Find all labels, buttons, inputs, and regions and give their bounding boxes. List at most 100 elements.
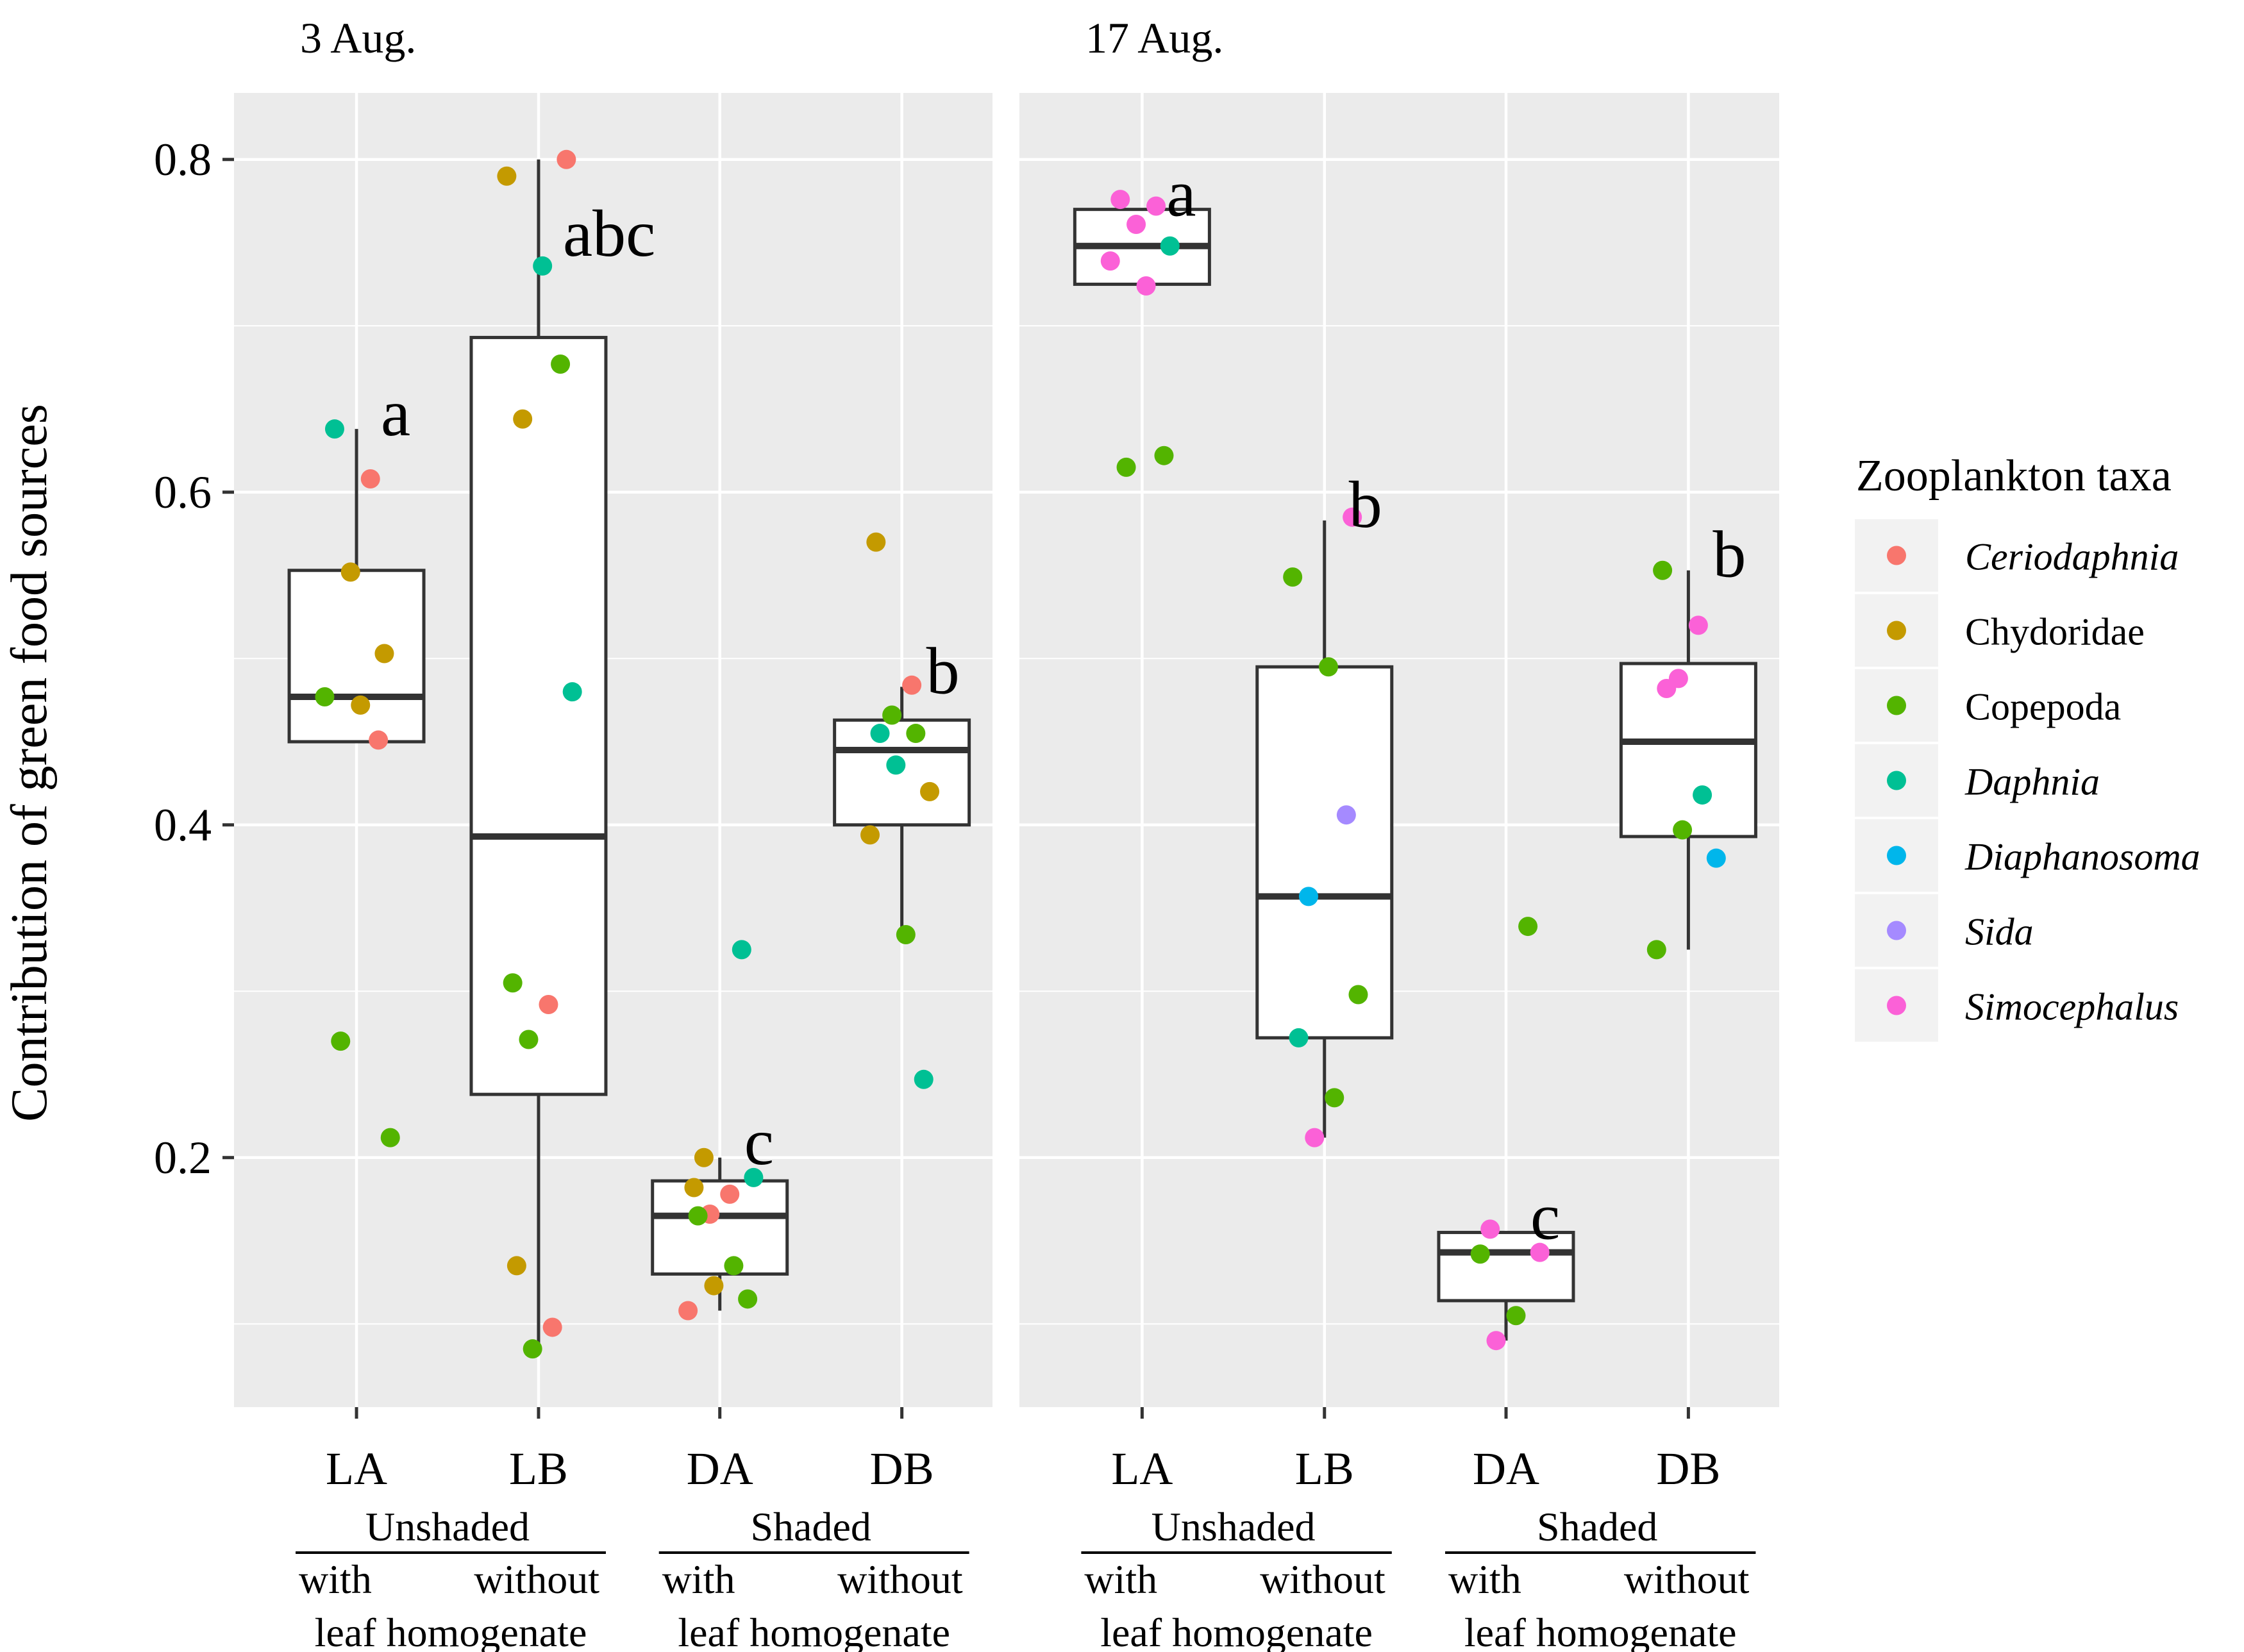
significance-letter: b bbox=[1349, 468, 1382, 542]
data-point-daphnia bbox=[886, 755, 906, 775]
data-point-copepoda bbox=[315, 687, 335, 706]
data-point-copepoda bbox=[906, 724, 926, 744]
data-point-copepoda bbox=[503, 973, 523, 993]
data-point-daphnia bbox=[870, 724, 890, 744]
box-body bbox=[1437, 1231, 1575, 1303]
data-point-copepoda bbox=[738, 1289, 758, 1309]
data-point-copepoda bbox=[1646, 940, 1666, 960]
legend-item-sida: Sida bbox=[1855, 894, 2034, 967]
x-category-label: DB bbox=[1656, 1443, 1720, 1494]
legend-title: Zooplankton taxa bbox=[1856, 451, 2172, 501]
sub-label-right: without bbox=[1624, 1556, 1750, 1602]
data-point-chydoridae bbox=[694, 1147, 714, 1167]
legend: Zooplankton taxa Ceriodaphnia Chydoridae Co… bbox=[1855, 451, 2200, 1042]
legend-label: Chydoridae bbox=[1965, 611, 2145, 653]
sub-label-right: without bbox=[1260, 1556, 1386, 1602]
data-point-simocephalus bbox=[1657, 678, 1677, 698]
significance-letter: c bbox=[1530, 1180, 1560, 1254]
box-body bbox=[651, 1179, 789, 1276]
y-axis: 0.2 0.4 0.6 0.8 bbox=[154, 134, 234, 1183]
data-point-copepoda bbox=[331, 1031, 351, 1051]
panel-2: 17 Aug. a b c b bbox=[1019, 13, 1779, 1407]
data-point-daphnia bbox=[1289, 1028, 1309, 1047]
panel-title: 17 Aug. bbox=[1085, 13, 1223, 62]
data-point-daphnia bbox=[1160, 236, 1180, 256]
data-point-copepoda bbox=[551, 354, 571, 374]
data-point-daphnia bbox=[324, 419, 344, 439]
box-db: b bbox=[1619, 518, 1757, 960]
data-point-copepoda bbox=[519, 1030, 539, 1049]
data-point-sida bbox=[1336, 805, 1356, 825]
x-category-label: DA bbox=[1473, 1443, 1539, 1494]
significance-letter: b bbox=[926, 634, 960, 708]
sub-label-bottom: leaf homogenate bbox=[1100, 1610, 1373, 1652]
legend-swatch bbox=[1887, 771, 1906, 790]
data-point-ceriodaphnia bbox=[539, 995, 558, 1015]
data-point-chydoridae bbox=[340, 562, 360, 582]
data-point-simocephalus bbox=[1486, 1331, 1506, 1351]
x-axis-labels: LA LB DA DB Unshaded with without leaf homogena… bbox=[296, 1407, 1756, 1652]
data-point-copepoda bbox=[1673, 820, 1693, 840]
data-point-chydoridae bbox=[860, 825, 880, 845]
data-point-chydoridae bbox=[920, 781, 940, 801]
box-lb: b bbox=[1255, 468, 1394, 1147]
sub-label-right: without bbox=[837, 1556, 963, 1602]
data-point-simocephalus bbox=[1480, 1219, 1500, 1239]
legend-swatch bbox=[1887, 546, 1906, 565]
data-point-copepoda bbox=[1653, 560, 1673, 580]
data-point-chydoridae bbox=[374, 644, 394, 663]
data-point-simocephalus bbox=[1530, 1242, 1550, 1262]
x-category-label: DA bbox=[687, 1443, 753, 1494]
legend-label: Daphnia bbox=[1964, 761, 2100, 803]
data-point-chydoridae bbox=[351, 695, 371, 715]
legend-label: Ceriodaphnia bbox=[1965, 536, 2179, 578]
x-category-label: LA bbox=[326, 1443, 387, 1494]
y-tick-label: 0.6 bbox=[154, 467, 212, 518]
data-point-ceriodaphnia bbox=[678, 1301, 698, 1321]
box-db: b bbox=[833, 532, 971, 1089]
legend-label: Sida bbox=[1965, 911, 2034, 953]
data-point-daphnia bbox=[562, 682, 582, 702]
box-lb: abc bbox=[469, 149, 655, 1359]
sub-label-left: with bbox=[299, 1556, 372, 1602]
group-label: Unshaded bbox=[365, 1504, 530, 1549]
data-point-simocephalus bbox=[1343, 507, 1362, 527]
sub-label-bottom: leaf homogenate bbox=[1464, 1610, 1737, 1652]
data-point-copepoda bbox=[380, 1128, 400, 1147]
data-point-ceriodaphnia bbox=[902, 675, 922, 695]
data-point-copepoda bbox=[1325, 1088, 1344, 1108]
box-body bbox=[469, 335, 608, 1096]
box-da: c bbox=[1437, 917, 1575, 1351]
panel-title: 3 Aug. bbox=[300, 13, 416, 62]
sub-label-left: with bbox=[1448, 1556, 1521, 1602]
data-point-daphnia bbox=[533, 256, 553, 276]
data-point-copepoda bbox=[1518, 917, 1538, 937]
legend-swatch bbox=[1887, 621, 1906, 640]
group-label: Shaded bbox=[750, 1504, 871, 1549]
significance-letter: b bbox=[1712, 518, 1746, 592]
legend-swatch bbox=[1887, 696, 1906, 715]
data-point-ceriodaphnia bbox=[557, 149, 576, 169]
legend-item-daphnia: Daphnia bbox=[1855, 744, 2100, 817]
data-point-chydoridae bbox=[684, 1178, 704, 1197]
y-axis-title: Contribution of green food sources bbox=[1, 404, 58, 1122]
data-point-daphnia bbox=[1693, 785, 1712, 805]
legend-swatch bbox=[1887, 996, 1906, 1015]
box-body bbox=[1619, 662, 1757, 839]
sub-label-bottom: leaf homogenate bbox=[315, 1610, 587, 1652]
data-point-copepoda bbox=[1318, 657, 1338, 677]
data-point-ceriodaphnia bbox=[360, 469, 380, 489]
data-point-copepoda bbox=[896, 925, 916, 945]
data-point-chydoridae bbox=[497, 166, 517, 186]
significance-letter: a bbox=[1166, 157, 1196, 231]
panel-1: 3 Aug. a abc c b bbox=[234, 13, 992, 1407]
data-point-copepoda bbox=[688, 1206, 708, 1226]
legend-label: Copepoda bbox=[1965, 686, 2121, 728]
x-category-label: LB bbox=[1295, 1443, 1354, 1494]
data-point-simocephalus bbox=[1110, 190, 1130, 210]
sub-label-left: with bbox=[662, 1556, 735, 1602]
legend-item-chydoridae: Chydoridae bbox=[1855, 594, 2145, 667]
data-point-chydoridae bbox=[704, 1276, 724, 1296]
